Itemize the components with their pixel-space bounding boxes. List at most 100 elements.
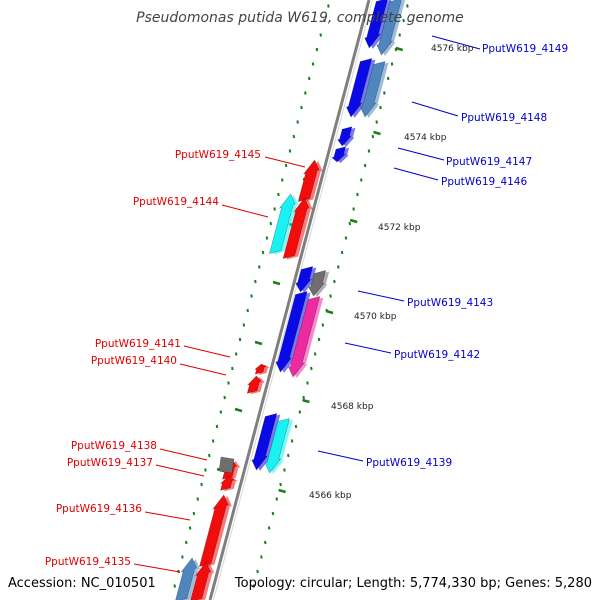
tick-right (260, 555, 263, 559)
tick-right (275, 497, 279, 501)
tick-right (294, 424, 298, 429)
leader-g4135 (133, 563, 181, 573)
tick-left (215, 424, 219, 429)
tick-left (242, 323, 246, 327)
gene-4147-arrow (337, 126, 356, 147)
leader-g4136 (144, 511, 191, 521)
backbone-line (208, 0, 371, 600)
label-leader-lines (133, 35, 481, 573)
tick-right (336, 265, 340, 269)
gene-4139-arrow-a-body (251, 413, 278, 471)
tick-left (319, 33, 323, 37)
gene-4143-arrow-a (295, 266, 317, 293)
gene-label-g4146: PputW619_4146 (441, 176, 527, 188)
major-tick (254, 340, 263, 346)
gene-label-g4141: PputW619_4141 (95, 338, 181, 350)
gene-4135-arrow-b-body (175, 557, 198, 600)
tick-left (292, 134, 296, 139)
scale-label: 4576 kbp (431, 44, 474, 54)
gene-4143-arrow-body (308, 270, 327, 297)
tick-right (279, 482, 282, 487)
accession-label: Accession: NC_010501 (8, 576, 156, 591)
tick-left (181, 555, 184, 559)
gene-label-g4143: PputW619_4143 (407, 297, 493, 309)
major-tick (325, 309, 334, 315)
gene-label-g4137: PputW619_4137 (67, 457, 153, 469)
gene-4135-arrow-b (175, 557, 201, 600)
tick-left (277, 192, 280, 197)
tick-right (363, 163, 367, 168)
tick-right (298, 410, 302, 414)
gene-4148-arrow-body (346, 58, 373, 118)
leader-g4144 (221, 204, 269, 218)
tick-left (281, 178, 284, 182)
gene-4146-arrow (331, 146, 350, 163)
tick-right (290, 439, 294, 443)
gene-4141-arrow-shade (258, 365, 270, 376)
gene-label-g4144: PputW619_4144 (133, 196, 219, 208)
tick-right (256, 569, 259, 574)
leader-g4147 (397, 147, 445, 161)
tick-left (327, 4, 330, 8)
leader-g4142 (344, 342, 392, 354)
gene-4141-arrow (254, 363, 270, 376)
tick-right (383, 91, 386, 95)
tick-left (288, 149, 292, 153)
tick-right (356, 192, 359, 197)
tick-left (300, 105, 303, 110)
tick-left (223, 395, 226, 400)
leader-g4145 (264, 156, 306, 168)
tick-left (208, 453, 211, 458)
gene-4148-arrow-b (360, 61, 389, 118)
tick-right (287, 453, 290, 458)
tick-left (219, 410, 223, 414)
tick-left (246, 308, 249, 313)
backbone-highlight (213, 0, 373, 600)
major-tick (278, 488, 286, 494)
tick-right (333, 279, 336, 284)
tick-left (211, 439, 215, 443)
tick-left (284, 163, 288, 168)
gene-label-g4139: PputW619_4139 (366, 457, 452, 469)
major-tick (349, 218, 358, 224)
gene-features (175, 0, 406, 600)
tick-left (184, 540, 188, 545)
tick-right (344, 236, 348, 240)
tick-right (302, 395, 305, 400)
topology-label: Topology: circular; Length: 5,774,330 bp… (234, 576, 592, 591)
gene-4148-arrow (346, 58, 376, 118)
leader-g4143 (357, 290, 405, 302)
tick-right (348, 221, 352, 226)
map-title: Pseudomonas putida W619, complete genome (136, 10, 464, 26)
gene-4141-arrow-body (254, 363, 268, 375)
gene-4139-arrow-a (251, 413, 281, 471)
leader-g4139 (317, 450, 364, 462)
major-tick (272, 280, 281, 286)
gene-4149-arrow-b-body (376, 0, 402, 56)
scale-label: 4570 kbp (354, 312, 397, 322)
scale-label: 4572 kbp (378, 223, 421, 233)
gene-label-g4136: PputW619_4136 (56, 503, 142, 515)
leader-g4148 (411, 101, 459, 117)
gene-4144-arrow-b (268, 193, 299, 255)
tick-left (269, 221, 273, 226)
major-tick (395, 46, 404, 52)
leader-g4146 (393, 167, 439, 181)
major-tick (302, 398, 310, 404)
gene-4142-arrow-a-body (275, 291, 308, 373)
gene-4142-arrow-a (275, 291, 311, 373)
tick-right (406, 4, 409, 8)
major-tick (234, 407, 243, 413)
tick-left (227, 381, 230, 385)
tick-left (231, 366, 234, 371)
tick-left (323, 18, 326, 23)
gene-4139-arrow (264, 418, 294, 474)
gene-labels: PputW619_4149 PputW619_4148 PputW619_4147 P… (45, 43, 568, 568)
tick-right (317, 337, 321, 342)
gene-label-g4147: PputW619_4147 (446, 156, 532, 168)
tick-left (273, 207, 276, 211)
tick-left (238, 337, 242, 342)
gene-4140-arrow (246, 375, 265, 395)
tick-right (375, 120, 378, 124)
tick-left (204, 468, 207, 472)
